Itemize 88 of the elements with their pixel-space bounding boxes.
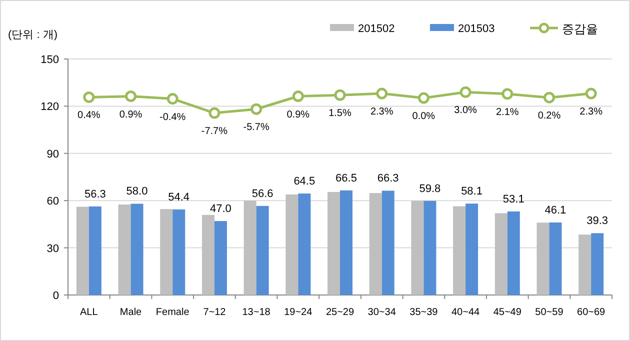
data-label: -5.7% <box>243 122 270 134</box>
point <box>502 88 514 100</box>
data-label: 47.0 <box>210 203 232 216</box>
bar <box>160 209 173 295</box>
point <box>83 91 95 103</box>
bar <box>256 206 269 295</box>
bar <box>286 194 298 295</box>
bar <box>244 200 256 295</box>
point <box>292 90 304 102</box>
bar <box>453 206 466 295</box>
x-tick-label: Male <box>120 307 142 318</box>
bar <box>88 206 102 295</box>
point <box>166 93 178 105</box>
x-tick-label: 35~39 <box>410 307 438 318</box>
y-axis-title: (단위 : 개) <box>8 29 58 41</box>
bar <box>118 204 131 295</box>
data-label: 56.3 <box>84 188 106 200</box>
x-tick-label: 7~12 <box>203 307 226 318</box>
data-label: 0.2% <box>538 110 561 122</box>
y-tick-label: 150 <box>40 54 59 66</box>
data-label: -7.7% <box>201 126 228 138</box>
bar <box>466 204 478 295</box>
data-label: 39.3 <box>586 215 608 228</box>
data-label: 1.5% <box>328 108 352 120</box>
point <box>418 92 430 104</box>
y-tick-label: 0 <box>52 290 59 302</box>
bar <box>298 194 311 295</box>
point <box>460 86 472 98</box>
data-label: 66.3 <box>377 172 399 185</box>
bar <box>411 200 424 295</box>
data-label: 58.1 <box>461 186 482 198</box>
bar <box>591 233 604 295</box>
bar <box>328 192 340 295</box>
x-tick-label: ALL <box>80 307 98 318</box>
point <box>125 90 137 102</box>
x-tick-label: 25~29 <box>326 307 354 318</box>
point <box>543 92 555 104</box>
bar <box>494 213 508 295</box>
data-label: 3.0% <box>454 105 478 116</box>
x-tick-label: 19~24 <box>284 307 313 318</box>
x-tick-label: 40~44 <box>451 307 480 318</box>
y-tick-label: 60 <box>46 196 59 208</box>
data-label: 2.3% <box>370 106 394 118</box>
x-tick-label: Female <box>156 307 190 318</box>
x-tick-label: 60~69 <box>577 307 606 318</box>
bar <box>172 209 186 295</box>
point <box>334 89 346 101</box>
data-label: 0.4% <box>78 110 100 122</box>
data-label: 59.8 <box>419 182 441 195</box>
legend-label: 201503 <box>458 23 495 35</box>
point <box>585 88 597 100</box>
data-label: 53.1 <box>502 193 524 206</box>
bar <box>382 190 394 295</box>
data-label: 2.3% <box>580 106 603 118</box>
bar <box>76 206 89 295</box>
bar <box>536 222 550 295</box>
data-label: 2.1% <box>496 106 519 118</box>
point <box>250 103 262 115</box>
bar <box>340 190 352 295</box>
x-tick-label: 45~49 <box>493 307 522 318</box>
bar <box>202 214 214 295</box>
bar <box>214 221 227 295</box>
legend-label: 증감율 <box>562 22 598 36</box>
data-label: 0.0% <box>412 111 436 122</box>
y-tick-label: 120 <box>40 101 59 114</box>
data-label: 56.6 <box>252 188 274 200</box>
data-label: -0.4% <box>160 112 186 123</box>
bar <box>130 204 144 295</box>
y-tick-label: 90 <box>46 148 59 160</box>
legend-label: 201502 <box>358 23 395 35</box>
bar <box>578 234 592 295</box>
x-tick-label: 13~18 <box>242 307 271 318</box>
x-tick-label: 50~59 <box>535 307 564 318</box>
x-tick-label: 30~34 <box>368 307 396 318</box>
bar <box>507 211 520 295</box>
bar <box>369 193 382 295</box>
data-label: 46.1 <box>544 204 566 216</box>
data-label: 64.5 <box>294 176 316 188</box>
bar <box>424 200 436 295</box>
point <box>208 107 220 119</box>
y-tick-label: 30 <box>46 242 59 255</box>
point <box>376 88 388 100</box>
data-label: 54.4 <box>168 191 190 204</box>
bar <box>549 222 562 295</box>
data-label: 58.0 <box>126 186 148 198</box>
data-label: 66.5 <box>336 172 357 184</box>
data-label: 0.9% <box>286 109 310 120</box>
data-label: 0.9% <box>119 109 142 120</box>
